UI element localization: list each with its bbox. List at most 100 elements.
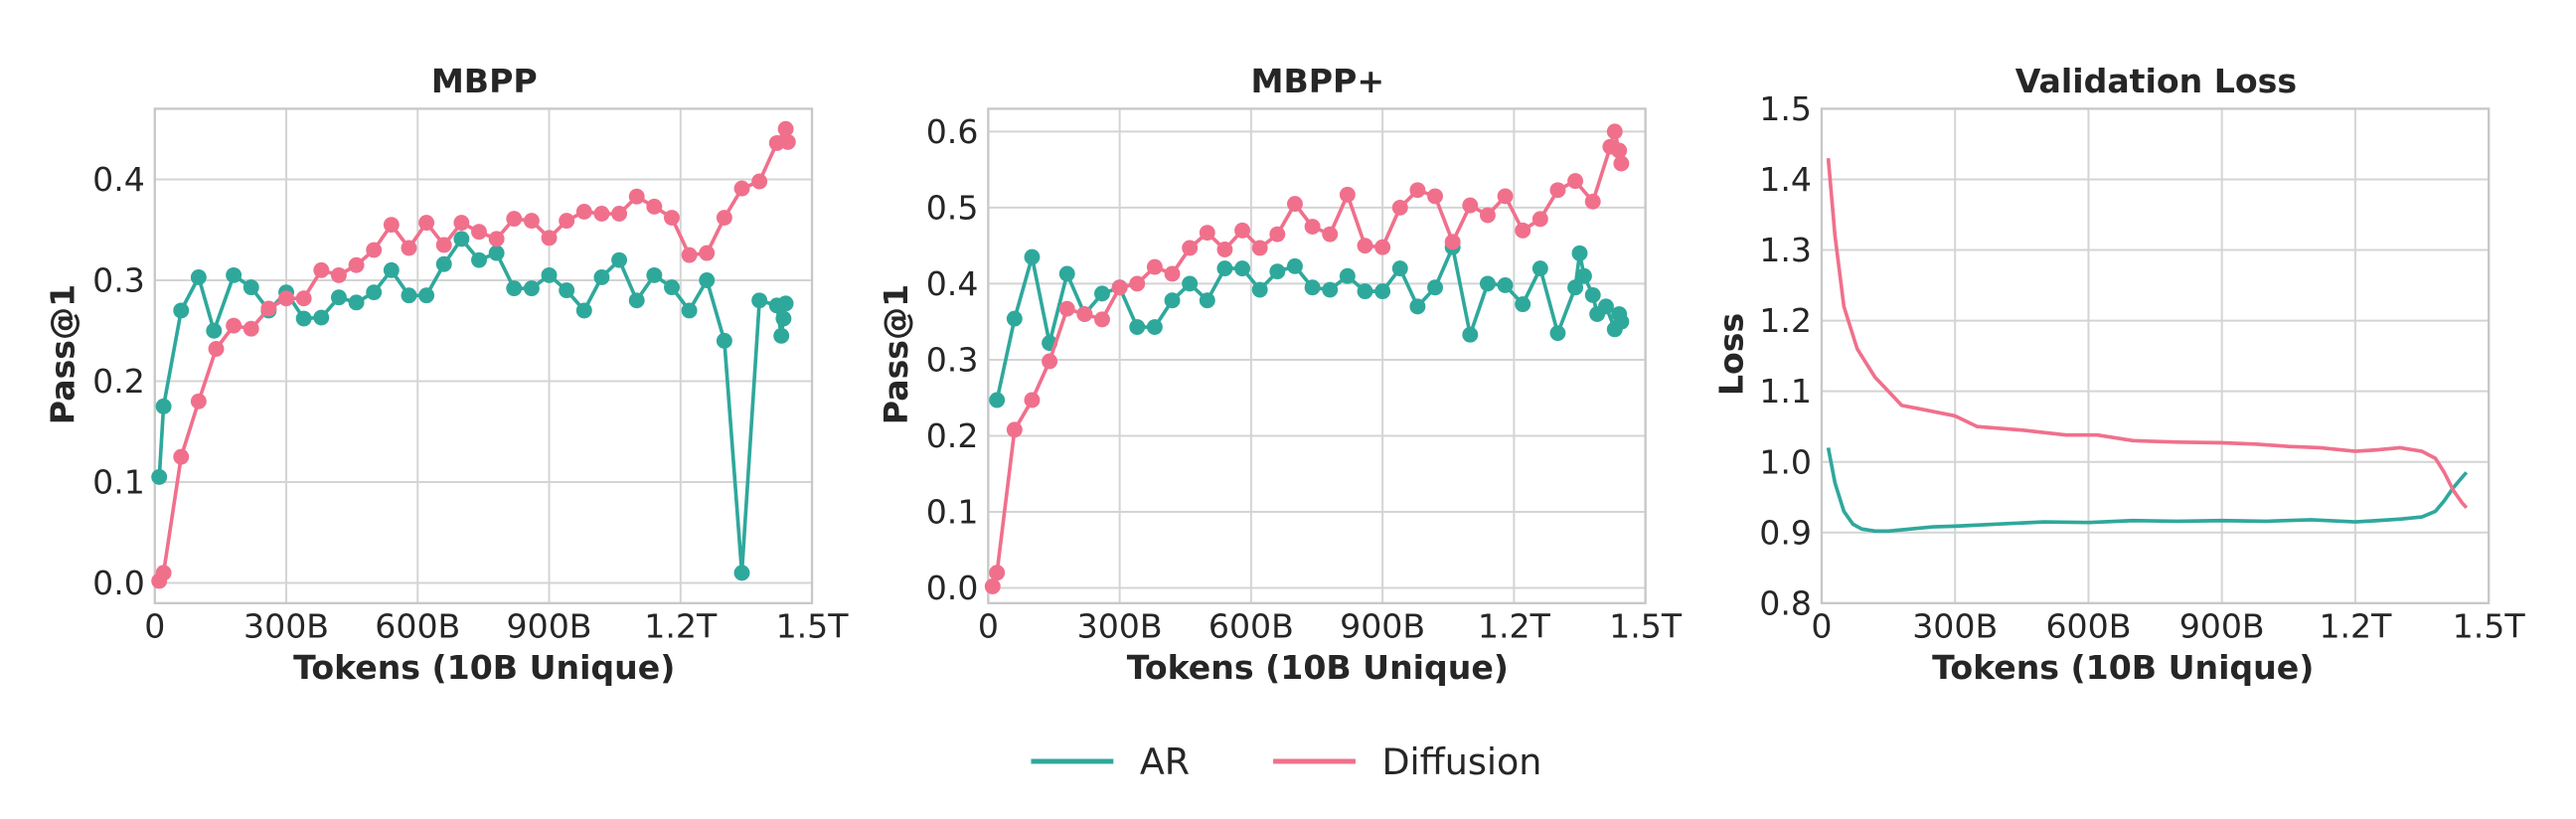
- x-tick-label: 0: [144, 607, 165, 646]
- data-point-ar: [151, 468, 168, 485]
- data-point-ar: [1479, 275, 1496, 292]
- data-point-diffusion: [1251, 240, 1268, 256]
- data-point-ar: [401, 287, 417, 304]
- x-tick-label: 1.2T: [2319, 607, 2392, 646]
- series-line-ar: [1826, 447, 2469, 534]
- data-point-diffusion: [1613, 155, 1630, 172]
- data-point-ar: [1146, 319, 1163, 335]
- data-point-ar: [471, 251, 487, 268]
- data-point-diffusion: [1269, 226, 1286, 243]
- data-point-ar: [295, 310, 312, 327]
- data-point-diffusion: [366, 242, 383, 258]
- data-point-ar: [1058, 265, 1075, 282]
- data-point-ar: [1269, 263, 1286, 280]
- plot-frame: [1820, 107, 2491, 604]
- data-point-ar: [699, 272, 716, 288]
- data-point-ar: [348, 294, 365, 311]
- data-point-ar: [664, 279, 680, 296]
- data-point-diffusion: [208, 341, 225, 357]
- data-point-diffusion: [488, 231, 505, 247]
- y-tick-label: 0.8: [1759, 583, 1812, 622]
- data-point-ar: [1409, 298, 1426, 315]
- data-point-diffusion: [242, 320, 259, 337]
- data-point-diffusion: [1058, 300, 1075, 317]
- data-point-ar: [1549, 325, 1566, 342]
- x-tick-label: 900B: [2179, 607, 2265, 646]
- data-point-diffusion: [1216, 242, 1233, 257]
- chart-panel-validation-loss: Validation Loss Tokens (10B Unique) Loss…: [1711, 62, 2525, 687]
- plot-area: [988, 108, 1646, 603]
- data-point-diffusion: [278, 290, 294, 307]
- plot-frame: [987, 107, 1647, 604]
- data-point-diffusion: [1006, 421, 1023, 438]
- data-point-diffusion: [733, 180, 750, 197]
- plot-frame: [153, 107, 814, 604]
- data-point-diffusion: [1024, 392, 1041, 409]
- x-tick-label: 600B: [375, 607, 460, 646]
- data-point-diffusion: [1357, 238, 1373, 254]
- x-tick-label: 1.2T: [1478, 607, 1551, 646]
- data-point-ar: [611, 251, 628, 268]
- data-point-diffusion: [506, 211, 523, 228]
- data-point-diffusion: [1322, 226, 1339, 243]
- data-point-ar: [1575, 267, 1592, 284]
- y-tick-label: 0.6: [926, 112, 979, 151]
- data-point-ar: [506, 280, 523, 297]
- y-tick-label: 0.0: [92, 564, 145, 602]
- chart-title: MBPP+: [1251, 62, 1385, 100]
- data-point-diffusion: [751, 173, 768, 190]
- legend: AR Diffusion: [1031, 740, 1541, 783]
- data-point-diffusion: [523, 213, 540, 230]
- y-tick-label: 0.2: [92, 362, 145, 401]
- data-point-diffusion: [1094, 311, 1110, 328]
- x-axis-label: Tokens (10B Unique): [293, 648, 675, 687]
- data-point-diffusion: [1287, 196, 1303, 213]
- legend-label-diffusion: Diffusion: [1381, 740, 1541, 783]
- data-point-diffusion: [1129, 275, 1146, 292]
- data-point-diffusion: [453, 215, 470, 232]
- data-point-ar: [1391, 260, 1408, 277]
- y-tick-label: 0.1: [92, 463, 145, 502]
- data-point-diffusion: [173, 448, 190, 465]
- y-tick-label: 0.2: [926, 416, 979, 455]
- data-point-diffusion: [383, 217, 400, 234]
- data-point-diffusion: [401, 240, 417, 256]
- y-tick-label: 1.5: [1759, 89, 1812, 128]
- data-point-ar: [173, 302, 190, 319]
- series-line-diffusion: [1826, 158, 2469, 510]
- y-axis-label: Loss: [1711, 313, 1750, 396]
- data-point-ar: [155, 398, 172, 414]
- data-point-ar: [226, 266, 242, 283]
- data-point-ar: [575, 302, 592, 319]
- data-point-ar: [1216, 260, 1233, 277]
- data-point-diffusion: [471, 224, 487, 241]
- data-point-diffusion: [1584, 193, 1601, 210]
- data-point-diffusion: [611, 206, 628, 222]
- data-point-ar: [1567, 279, 1584, 296]
- data-point-diffusion: [541, 230, 558, 246]
- data-point-ar: [1287, 257, 1303, 274]
- data-point-ar: [716, 332, 732, 349]
- data-point-ar: [773, 327, 790, 344]
- data-point-ar: [646, 266, 663, 283]
- data-point-ar: [1357, 283, 1373, 300]
- x-tick-label: 300B: [1912, 607, 1998, 646]
- x-tick-label: 1.5T: [2453, 607, 2526, 646]
- data-point-ar: [1251, 281, 1268, 298]
- data-point-diffusion: [646, 198, 663, 215]
- x-tick-label: 300B: [243, 607, 329, 646]
- x-tick-label: 1.5T: [776, 607, 850, 646]
- data-point-diffusion: [190, 393, 207, 410]
- data-point-ar: [435, 255, 452, 272]
- data-point-diffusion: [1042, 353, 1058, 370]
- data-point-diffusion: [575, 204, 592, 220]
- x-tick-label: 0: [978, 607, 999, 646]
- data-point-ar: [1304, 279, 1321, 296]
- data-point-diffusion: [1531, 211, 1548, 228]
- chart-title: MBPP: [431, 62, 538, 100]
- data-point-diffusion: [260, 300, 277, 317]
- plot-area: [154, 108, 813, 603]
- data-point-diffusion: [1339, 186, 1356, 203]
- data-point-ar: [418, 287, 435, 304]
